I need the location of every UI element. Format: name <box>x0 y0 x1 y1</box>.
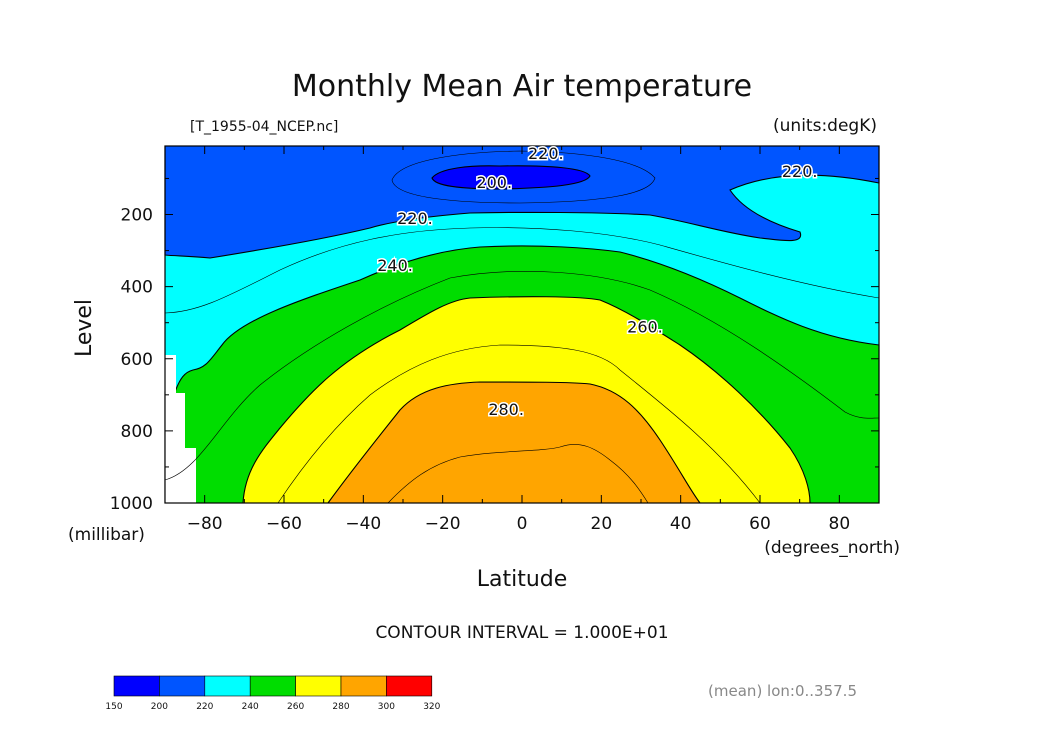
contour-line-210 <box>391 150 656 204</box>
colorbar-swatch <box>295 675 342 697</box>
colorbar: 150 200 220 240 260 280 300 320 <box>105 675 441 712</box>
units-label: (units:degK) <box>773 116 877 136</box>
contour-label: 220. <box>782 162 818 181</box>
y-axis: 200 400 600 800 1000 <box>110 177 879 514</box>
contour-labels: 220. 200. 220. 220. 240. 260. 280. <box>376 143 819 421</box>
band-200-220 <box>164 145 880 259</box>
x-tick-label: 40 <box>670 514 692 534</box>
x-tick-label: 20 <box>591 514 613 534</box>
x-tick-label: 60 <box>749 514 771 534</box>
contour-label: 260. <box>627 317 663 336</box>
colorbar-swatch <box>159 675 206 697</box>
colorbar-swatch <box>249 675 296 697</box>
file-label: [T_1955-04_NCEP.nc] <box>190 119 338 135</box>
footer-note: (mean) lon:0..357.5 <box>708 682 857 700</box>
contour-label: 220. <box>397 209 433 228</box>
colorbar-label: 220 <box>196 702 213 712</box>
x-tick-label: 0 <box>517 514 528 534</box>
colorbar-label: 260 <box>287 702 304 712</box>
x-tick-label: −60 <box>266 514 302 534</box>
x-axis: −80 −60 −40 −20 0 20 40 60 80 <box>164 146 880 534</box>
contour-label: 240. <box>377 256 413 275</box>
colorbar-label: 320 <box>423 702 440 712</box>
contour-line-230 <box>164 227 880 314</box>
y-tick-label: 200 <box>121 206 153 226</box>
contour-label: 280. <box>488 400 524 419</box>
colorbar-swatch <box>386 675 433 697</box>
y-axis-label: Level <box>72 299 97 357</box>
x-tick-label: 80 <box>829 514 851 534</box>
y-tick-label: 400 <box>121 278 153 298</box>
contour-interval-note: CONTOUR INTERVAL = 1.000E+01 <box>375 623 668 643</box>
band-150-200 <box>431 165 591 190</box>
colorbar-label: 200 <box>151 702 168 712</box>
missing-data-region <box>165 355 196 503</box>
y-tick-label: 800 <box>121 422 153 442</box>
y-tick-label: 1000 <box>110 494 153 514</box>
contour-line-290 <box>387 444 649 504</box>
chart-title: Monthly Mean Air temperature <box>292 69 752 104</box>
plot-area <box>164 145 880 504</box>
x-tick-label: −40 <box>345 514 381 534</box>
contour-label: 200. <box>476 173 512 192</box>
contour-label: 220. <box>528 144 564 163</box>
colorbar-label: 150 <box>105 702 122 712</box>
y-tick-label: 600 <box>121 350 153 370</box>
colorbar-swatch <box>204 675 251 697</box>
colorbar-swatch <box>340 675 387 697</box>
contour-line-250 <box>164 271 880 481</box>
colorbar-label: 240 <box>242 702 259 712</box>
colorbar-label: 280 <box>332 702 349 712</box>
x-axis-label: Latitude <box>477 567 568 592</box>
x-units-label: (degrees_north) <box>764 538 900 558</box>
contour-line-270 <box>277 344 761 504</box>
colorbar-label: 300 <box>378 702 395 712</box>
colorbar-swatch <box>113 675 160 697</box>
y-units-label: (millibar) <box>68 525 145 545</box>
x-tick-label: −80 <box>187 514 223 534</box>
band-280-300 <box>326 381 702 504</box>
x-tick-label: −20 <box>425 514 461 534</box>
